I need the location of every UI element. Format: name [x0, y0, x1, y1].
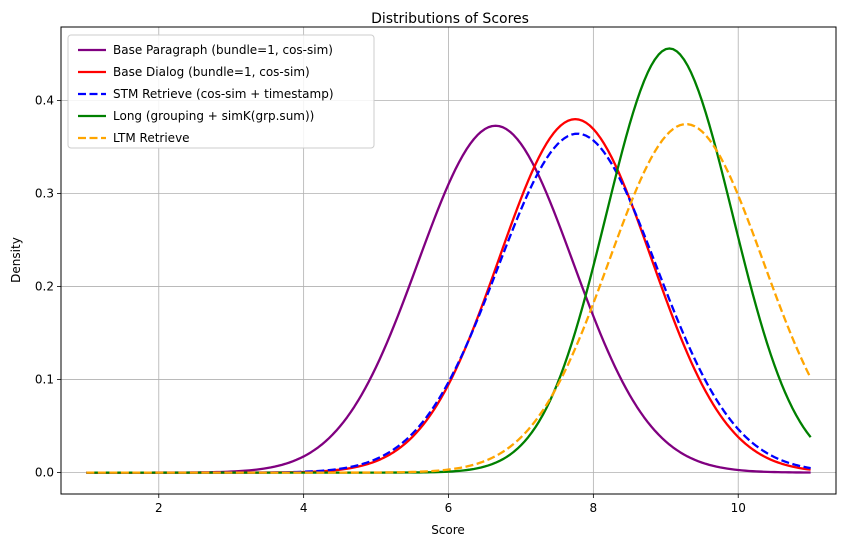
legend-label-2: Base Dialog (bundle=1, cos-sim): [113, 65, 310, 79]
y-tick-label: 0.1: [35, 373, 54, 387]
chart-title: Distributions of Scores: [371, 11, 529, 27]
y-tick-label: 0.0: [35, 466, 54, 480]
y-tick-label: 0.4: [35, 93, 54, 107]
y-tick-label: 0.2: [35, 280, 54, 294]
y-axis-label: Density: [9, 237, 23, 283]
legend: Base Paragraph (bundle=1, cos-sim) Base D…: [67, 34, 375, 149]
legend-label-5: LTM Retrieve: [113, 131, 190, 145]
x-axis-label: Score: [431, 523, 465, 537]
x-tick-label: 6: [445, 501, 453, 515]
y-axis: 0.0 0.1 0.2 0.3 0.4: [35, 93, 61, 480]
x-tick-label: 4: [300, 501, 308, 515]
legend-label-3: STM Retrieve (cos-sim + timestamp): [113, 87, 334, 101]
x-tick-label: 10: [731, 501, 746, 515]
legend-label-4: Long (grouping + simK(grp.sum)): [113, 109, 314, 123]
series-layer: [86, 47, 812, 474]
legend-label-1: Base Paragraph (bundle=1, cos-sim): [113, 43, 333, 57]
x-axis: 2 4 6 8 10: [155, 494, 746, 515]
legend-box: [67, 34, 375, 149]
y-tick-label: 0.3: [35, 187, 54, 201]
series-line-5: [86, 123, 812, 474]
x-tick-label: 8: [590, 501, 598, 515]
x-tick-label: 2: [155, 501, 163, 515]
